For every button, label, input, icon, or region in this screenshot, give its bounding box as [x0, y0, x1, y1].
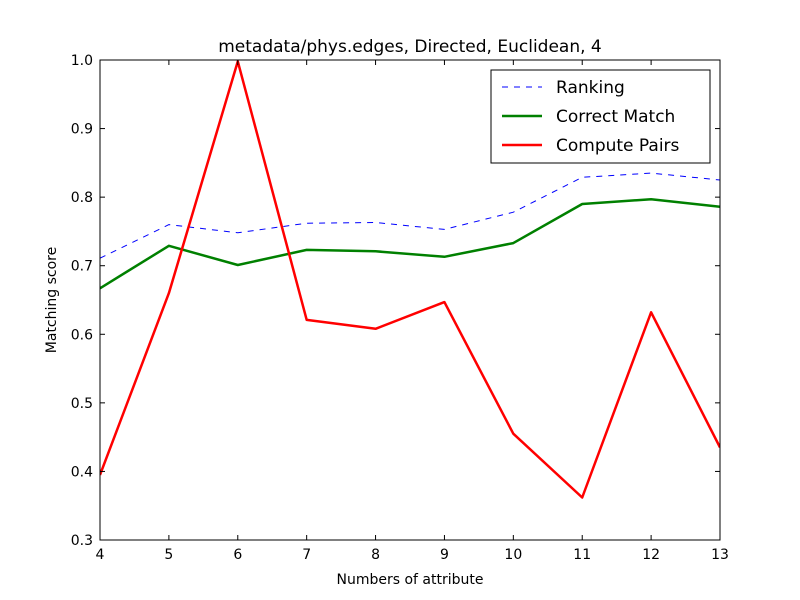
y-tick-label: 0.6: [71, 327, 93, 343]
y-tick-label: 0.3: [71, 533, 93, 549]
legend-label: Ranking: [556, 78, 625, 98]
x-tick-label: 10: [504, 547, 522, 563]
y-axis-label: Matching score: [44, 247, 60, 353]
x-tick-label: 7: [302, 547, 311, 563]
y-tick-label: 0.4: [71, 464, 93, 480]
chart-title: metadata/phys.edges, Directed, Euclidean…: [218, 37, 602, 57]
x-tick-label: 12: [642, 547, 660, 563]
legend-label: Compute Pairs: [556, 136, 680, 156]
legend: Ranking Correct Match Compute Pairs: [490, 69, 711, 164]
y-tick-label: 0.5: [71, 396, 93, 412]
x-tick-label: 9: [440, 547, 449, 563]
x-axis-label: Numbers of attribute: [337, 572, 484, 588]
series-line-1: [100, 172, 720, 259]
y-tick-label: 0.7: [71, 259, 93, 275]
plot-area: [100, 60, 720, 499]
series-line-2: [100, 197, 720, 290]
y-tick-label: 0.8: [71, 190, 93, 206]
x-tick-label: 13: [711, 547, 729, 563]
x-tick-label: 5: [164, 547, 173, 563]
y-tick-label: 1.0: [71, 53, 93, 69]
axis-ticks: 4 5 6 7 8 9 10 11 12 13 0.3 0.4 0.5 0.6 0.7 0.8 0.9 1.0: [71, 53, 729, 563]
x-tick-label: 6: [233, 547, 242, 563]
x-tick-label: 11: [573, 547, 591, 563]
series-line-3: [100, 60, 720, 499]
y-tick-label: 0.9: [71, 122, 93, 138]
x-tick-label: 8: [371, 547, 380, 563]
x-tick-label: 4: [96, 547, 105, 563]
legend-label: Correct Match: [556, 107, 675, 127]
plot-frame: [99, 59, 721, 541]
